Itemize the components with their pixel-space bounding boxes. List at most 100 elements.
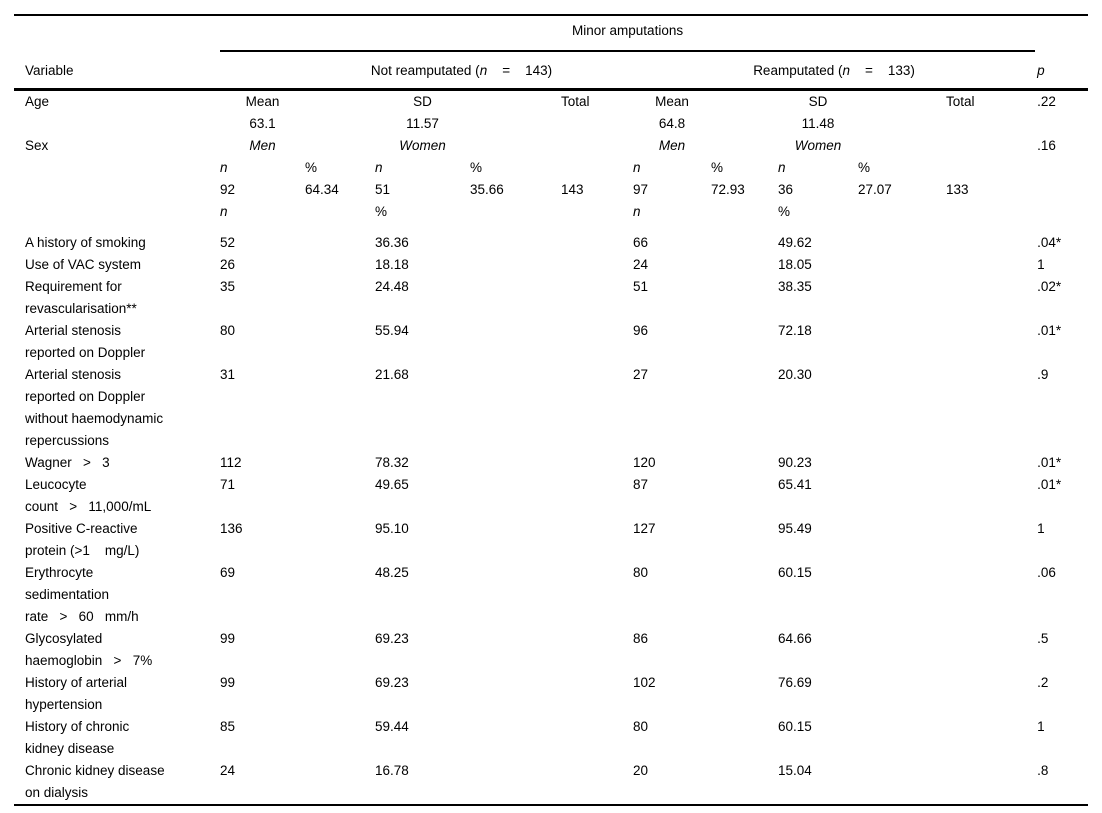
group-header-not-reamputated: Not reamputated (n = 143)	[220, 51, 633, 91]
women-pct-reamputated: 27.07	[858, 182, 892, 197]
group2-prefix: Reamputated (	[753, 63, 843, 78]
row-label: Requirement for revascularisation**	[25, 279, 137, 316]
row-label-sex: Sex	[25, 138, 49, 153]
n-cell-reamputated: 96	[633, 323, 649, 338]
table-row: Requirement for revascularisation** 35 2…	[14, 276, 1088, 320]
percent-cell-not-reamputated: 49.65	[375, 477, 409, 492]
percent-cell-reamputated: 15.04	[778, 760, 858, 806]
percent-subheader: %	[711, 160, 724, 175]
mean-value-not-reamputated: 63.1	[249, 116, 276, 131]
sd-header-not-reamputated: SD	[413, 94, 432, 109]
percent-cell-not-reamputated: 18.18	[375, 257, 409, 272]
women-pct-not-reamputated: 35.66	[470, 182, 504, 197]
n-subheader: n	[778, 160, 786, 175]
row-label: Arterial stenosis reported on Doppler	[25, 323, 146, 360]
row-label: History of chronic kidney disease	[25, 719, 130, 756]
n-cell-not-reamputated: 80	[220, 323, 236, 338]
men-pct-not-reamputated: 64.34	[305, 182, 339, 197]
table-row: Positive C-reactive protein (>1 mg/L) 13…	[14, 518, 1088, 562]
percent-cell-not-reamputated: 24.48	[375, 279, 409, 294]
p-value-cell: .02*	[1037, 279, 1062, 294]
p-value-cell: .9	[1037, 367, 1049, 382]
group1-prefix: Not reamputated (	[370, 63, 480, 78]
sd-value-not-reamputated: 11.57	[406, 116, 439, 131]
p-value-cell: 1	[1037, 719, 1045, 734]
mean-header-reamputated: Mean	[655, 94, 689, 109]
men-n-reamputated: 97	[633, 182, 649, 197]
group1-n-symbol: n	[479, 63, 488, 78]
age-values-row: 63.1 11.57 64.8 11.48	[14, 113, 1088, 135]
n-cell-reamputated: 24	[633, 257, 649, 272]
n-cell-reamputated: 20	[633, 760, 711, 806]
table-row: Use of VAC system 26 18.18 24 18.05 1	[14, 254, 1088, 276]
n-cell-not-reamputated: 26	[220, 257, 236, 272]
minor-amputations-table: Minor amputations Variable Not reamputat…	[14, 14, 1089, 806]
row-label: Glycosylated haemoglobin > 7%	[25, 631, 153, 668]
p-value-cell: .04*	[1037, 235, 1062, 250]
p-value-cell: .06	[1037, 565, 1056, 580]
sex-values-row: 92 64.34 51 35.66 143 97 72.93 36 27.07 …	[14, 179, 1088, 201]
n-subheader: n	[375, 160, 383, 175]
table-row: History of arterial hypertension 99 69.2…	[14, 672, 1088, 716]
p-value-cell: .2	[1037, 675, 1049, 690]
row-label: Wagner > 3	[25, 455, 110, 470]
percent-cell-reamputated: 65.41	[778, 477, 812, 492]
percent-cell-not-reamputated: 78.32	[375, 455, 409, 470]
group1-count: 143)	[525, 63, 553, 78]
n-cell-not-reamputated: 35	[220, 279, 236, 294]
group1-equals: =	[487, 63, 526, 78]
women-n-not-reamputated: 51	[375, 182, 391, 197]
percent-cell-not-reamputated: 21.68	[375, 367, 409, 382]
table-row: Arterial stenosis reported on Doppler wi…	[14, 364, 1088, 452]
men-n-not-reamputated: 92	[220, 182, 236, 197]
percent-cell-not-reamputated: 69.23	[375, 675, 409, 690]
row-label: Chronic kidney disease on dialysis	[14, 760, 220, 806]
p-value-cell: .16	[1037, 138, 1056, 153]
n-cell-reamputated: 80	[633, 565, 649, 580]
mean-value-reamputated: 64.8	[658, 116, 686, 131]
percent-cell-not-reamputated: 48.25	[375, 565, 409, 580]
n-subheader: n	[633, 160, 641, 175]
n-cell-not-reamputated: 71	[220, 477, 236, 492]
n-cell-not-reamputated: 112	[220, 455, 242, 470]
n-cell-not-reamputated: 136	[220, 521, 243, 536]
percent-cell-not-reamputated: 59.44	[375, 719, 409, 734]
n-cell-reamputated: 87	[633, 477, 649, 492]
n-cell-reamputated: 102	[633, 675, 656, 690]
percent-subheader: %	[375, 204, 388, 219]
percent-cell-reamputated: 60.15	[778, 719, 812, 734]
n-subheader: n	[633, 204, 641, 219]
n-subheader: n	[220, 160, 228, 175]
sex-header-row: Sex Men Women Men Women .16	[14, 135, 1088, 157]
percent-cell-reamputated: 76.69	[778, 675, 812, 690]
group2-count: 133)	[887, 63, 915, 78]
percent-subheader: %	[778, 204, 791, 219]
percent-cell-not-reamputated: 55.94	[375, 323, 409, 338]
percent-subheader: %	[305, 160, 318, 175]
p-value-cell: .01*	[1037, 477, 1062, 492]
p-value-cell: .22	[1037, 94, 1056, 109]
percent-cell-not-reamputated: 95.10	[375, 521, 409, 536]
row-label: Erythrocyte sedimentation rate > 60 mm/h	[25, 565, 139, 624]
variable-column-header: Variable	[14, 51, 220, 91]
percent-cell-reamputated: 49.62	[778, 235, 812, 250]
table-row: Leucocyte count > 11,000/mL 71 49.65 87 …	[14, 474, 1088, 518]
age-header-row: Age Mean SD Total Mean SD Total .22	[14, 90, 1088, 114]
n-cell-not-reamputated: 69	[220, 565, 236, 580]
total-header-reamputated: Total	[946, 94, 975, 109]
table-row: Arterial stenosis reported on Doppler 80…	[14, 320, 1088, 364]
p-column-header: p	[1035, 51, 1089, 91]
mean-header-not-reamputated: Mean	[245, 94, 280, 109]
table-row: A history of smoking 52 36.36 66 49.62 .…	[14, 232, 1088, 254]
n-cell-reamputated: 120	[633, 455, 656, 470]
women-header-reamputated: Women	[794, 138, 842, 153]
p-value-cell: .01*	[1037, 323, 1062, 338]
n-cell-not-reamputated: 24	[220, 760, 305, 806]
p-value-cell: 1	[1037, 521, 1045, 536]
men-header-not-reamputated: Men	[249, 138, 276, 153]
table-row: Erythrocyte sedimentation rate > 60 mm/h…	[14, 562, 1088, 628]
n-cell-not-reamputated: 99	[220, 675, 236, 690]
row-label-age: Age	[25, 94, 50, 109]
percent-cell-reamputated: 90.23	[778, 455, 812, 470]
